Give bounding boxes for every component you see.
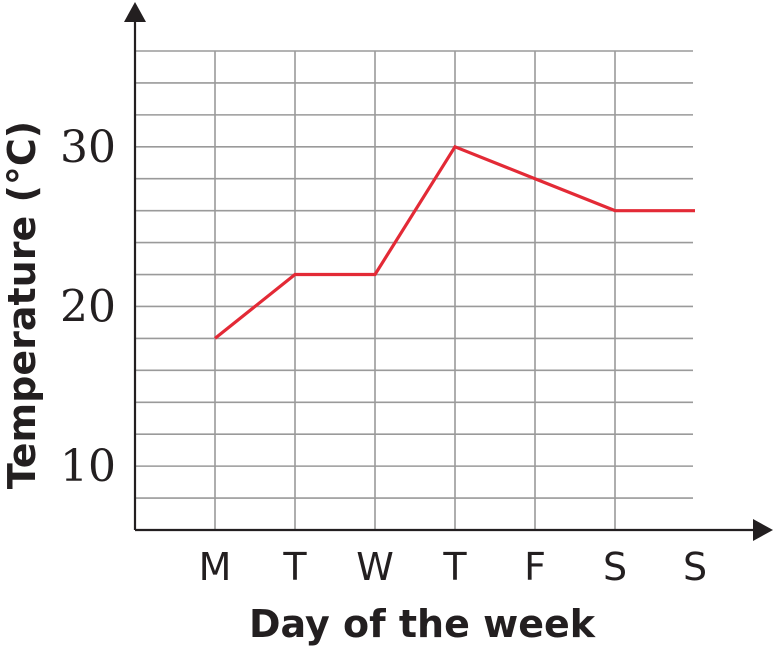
grid (135, 50, 693, 530)
y-tick-label: 10 (60, 441, 116, 492)
axes (124, 2, 773, 541)
x-tick-label: S (603, 545, 627, 589)
x-tick-label: T (442, 545, 467, 589)
y-axis-title: Temperature (°C) (0, 121, 44, 489)
x-tick-label: M (199, 545, 232, 589)
x-tick-label: S (683, 545, 707, 589)
y-tick-label: 20 (60, 281, 116, 332)
x-axis-title: Day of the week (249, 602, 596, 646)
x-tick-label: W (356, 545, 394, 589)
y-tick-label: 30 (60, 122, 116, 173)
series-group (214, 144, 695, 340)
x-tick-label: T (282, 545, 307, 589)
series-line (214, 144, 695, 340)
x-axis-arrow-icon (753, 519, 773, 541)
y-tick-labels: 10 20 30 (60, 122, 116, 492)
x-tick-label: F (524, 545, 546, 589)
y-axis-arrow-icon (124, 2, 146, 22)
